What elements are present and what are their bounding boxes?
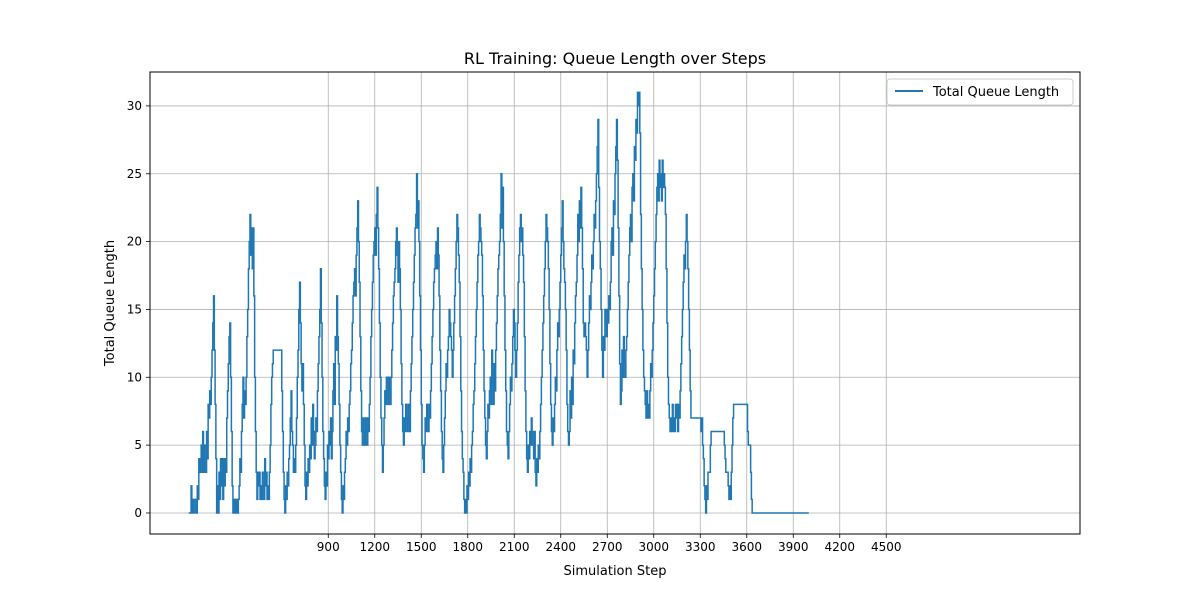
y-tick-label: 15 [127, 302, 142, 316]
series-line-total-queue-length [188, 91, 809, 514]
x-tick-label: 1800 [452, 540, 483, 554]
plot-frame [149, 71, 1081, 535]
y-tick-label: 30 [127, 99, 142, 113]
y-tick-label: 10 [127, 370, 142, 384]
gridlines [150, 72, 1080, 534]
x-axis-label: Simulation Step [564, 564, 667, 579]
legend: Total Queue Length [886, 78, 1074, 106]
y-tick-label: 0 [134, 506, 142, 520]
x-tick-label: 3600 [731, 540, 762, 554]
y-tick-label: 25 [127, 167, 142, 181]
x-axis-ticks: 900 1200 1500 1800 2100 2400 2700 3000 3300 3600 3… [317, 534, 902, 554]
series-layer [188, 91, 809, 514]
y-axis-label: Total Queue Length [103, 240, 118, 367]
x-tick-label: 4200 [824, 540, 855, 554]
x-tick-label: 2400 [545, 540, 576, 554]
legend-label: Total Queue Length [932, 85, 1059, 100]
y-axis-ticks: 0 5 10 15 20 25 30 [127, 99, 150, 520]
x-tick-label: 4500 [871, 540, 902, 554]
x-tick-label: 3900 [778, 540, 809, 554]
x-tick-label: 1500 [406, 540, 437, 554]
x-tick-label: 900 [317, 540, 340, 554]
x-tick-label: 2100 [499, 540, 530, 554]
x-tick-label: 1200 [359, 540, 390, 554]
x-tick-label: 3300 [685, 540, 716, 554]
legend-box [886, 78, 1074, 106]
x-tick-label: 2700 [592, 540, 623, 554]
y-tick-label: 5 [134, 438, 142, 452]
chart-title: RL Training: Queue Length over Steps [464, 49, 766, 68]
x-tick-label: 3000 [638, 540, 669, 554]
y-tick-label: 20 [127, 235, 142, 249]
